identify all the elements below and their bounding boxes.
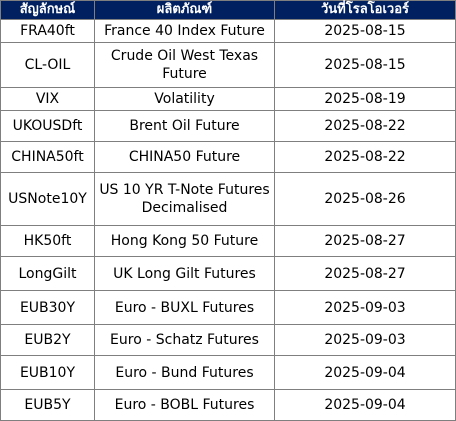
cell-date: 2025-08-15 [274, 42, 456, 88]
cell-product: Volatility [94, 87, 275, 111]
cell-symbol: USNote10Y [0, 172, 95, 226]
header-rollover-date: วันที่โรลโอเวอร์ [274, 0, 456, 20]
cell-symbol: EUB5Y [0, 389, 95, 421]
cell-symbol: LongGilt [0, 256, 95, 291]
cell-date: 2025-08-15 [274, 19, 456, 43]
cell-date: 2025-08-27 [274, 225, 456, 257]
table-row: VIX Volatility 2025-08-19 [0, 87, 456, 111]
cell-product: Euro - BUXL Futures [94, 290, 275, 325]
table-row: USNote10Y US 10 YR T-Note Futures Decima… [0, 172, 456, 226]
cell-symbol: HK50ft [0, 225, 95, 257]
cell-date: 2025-08-22 [274, 110, 456, 142]
header-symbol: สัญลักษณ์ [0, 0, 95, 20]
table-header-row: สัญลักษณ์ ผลิตภัณฑ์ วันที่โรลโอเวอร์ [0, 0, 456, 20]
cell-product: Euro - Schatz Futures [94, 324, 275, 356]
cell-product: Euro - BOBL Futures [94, 389, 275, 421]
cell-product: Euro - Bund Futures [94, 355, 275, 390]
cell-product: CHINA50 Future [94, 141, 275, 173]
table-row: FRA40ft France 40 Index Future 2025-08-1… [0, 19, 456, 43]
cell-symbol: CHINA50ft [0, 141, 95, 173]
table-row: EUB5Y Euro - BOBL Futures 2025-09-04 [0, 389, 456, 421]
table-row: CL-OIL Crude Oil West Texas Future 2025-… [0, 42, 456, 88]
cell-date: 2025-08-27 [274, 256, 456, 291]
cell-date: 2025-09-03 [274, 290, 456, 325]
cell-date: 2025-08-26 [274, 172, 456, 226]
cell-symbol: EUB10Y [0, 355, 95, 390]
table-row: HK50ft Hong Kong 50 Future 2025-08-27 [0, 225, 456, 257]
table-row: LongGilt UK Long Gilt Futures 2025-08-27 [0, 256, 456, 291]
cell-symbol: FRA40ft [0, 19, 95, 43]
cell-date: 2025-08-22 [274, 141, 456, 173]
table-row: CHINA50ft CHINA50 Future 2025-08-22 [0, 141, 456, 173]
cell-product: France 40 Index Future [94, 19, 275, 43]
header-product: ผลิตภัณฑ์ [94, 0, 275, 20]
cell-product: Crude Oil West Texas Future [94, 42, 275, 88]
table-row: EUB10Y Euro - Bund Futures 2025-09-04 [0, 355, 456, 390]
cell-date: 2025-09-04 [274, 389, 456, 421]
cell-product: US 10 YR T-Note Futures Decimalised [94, 172, 275, 226]
table-row: UKOUSDft Brent Oil Future 2025-08-22 [0, 110, 456, 142]
cell-symbol: EUB2Y [0, 324, 95, 356]
cell-symbol: UKOUSDft [0, 110, 95, 142]
cell-date: 2025-09-03 [274, 324, 456, 356]
cell-product: UK Long Gilt Futures [94, 256, 275, 291]
cell-product: Brent Oil Future [94, 110, 275, 142]
cell-date: 2025-08-19 [274, 87, 456, 111]
cell-symbol: CL-OIL [0, 42, 95, 88]
cell-date: 2025-09-04 [274, 355, 456, 390]
cell-symbol: EUB30Y [0, 290, 95, 325]
cell-product: Hong Kong 50 Future [94, 225, 275, 257]
table-row: EUB30Y Euro - BUXL Futures 2025-09-03 [0, 290, 456, 325]
table-row: EUB2Y Euro - Schatz Futures 2025-09-03 [0, 324, 456, 356]
cell-symbol: VIX [0, 87, 95, 111]
